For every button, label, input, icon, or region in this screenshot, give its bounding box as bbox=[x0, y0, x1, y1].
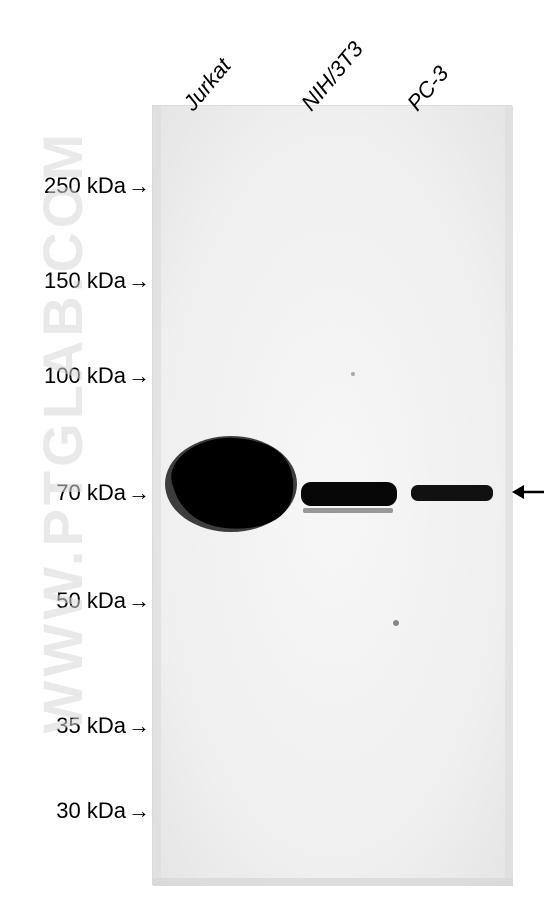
watermark-text: WWW.PTGLAB.COM bbox=[30, 130, 95, 733]
marker-label-text: 30 kDa bbox=[56, 798, 126, 823]
arrow-right-icon: → bbox=[128, 173, 150, 199]
target-arrow bbox=[510, 480, 546, 509]
band-jurkat bbox=[165, 436, 297, 532]
marker-label-text: 35 kDa bbox=[56, 713, 126, 738]
arrow-right-icon: → bbox=[128, 363, 150, 389]
arrow-right-icon: → bbox=[128, 588, 150, 614]
blot-region bbox=[152, 105, 512, 885]
arrow-right-icon: → bbox=[128, 268, 150, 294]
arrow-left-icon bbox=[510, 480, 546, 504]
marker-100: 100 kDa→ bbox=[44, 363, 150, 389]
band-nih3t3 bbox=[301, 482, 397, 513]
marker-35: 35 kDa→ bbox=[56, 713, 150, 739]
marker-label-text: 100 kDa bbox=[44, 363, 126, 388]
marker-70: 70 kDa→ bbox=[56, 480, 150, 506]
blot-background bbox=[153, 106, 513, 886]
arrow-right-icon: → bbox=[128, 798, 150, 824]
marker-50: 50 kDa→ bbox=[56, 588, 150, 614]
marker-label-text: 150 kDa bbox=[44, 268, 126, 293]
marker-250: 250 kDa→ bbox=[44, 173, 150, 199]
marker-label-text: 250 kDa bbox=[44, 173, 126, 198]
arrow-right-icon: → bbox=[128, 480, 150, 506]
marker-150: 150 kDa→ bbox=[44, 268, 150, 294]
marker-label-text: 50 kDa bbox=[56, 588, 126, 613]
figure-container: WWW.PTGLAB.COM bbox=[0, 0, 550, 903]
marker-label-text: 70 kDa bbox=[56, 480, 126, 505]
band-pc3 bbox=[411, 485, 493, 501]
arrow-right-icon: → bbox=[128, 713, 150, 739]
marker-30: 30 kDa→ bbox=[56, 798, 150, 824]
